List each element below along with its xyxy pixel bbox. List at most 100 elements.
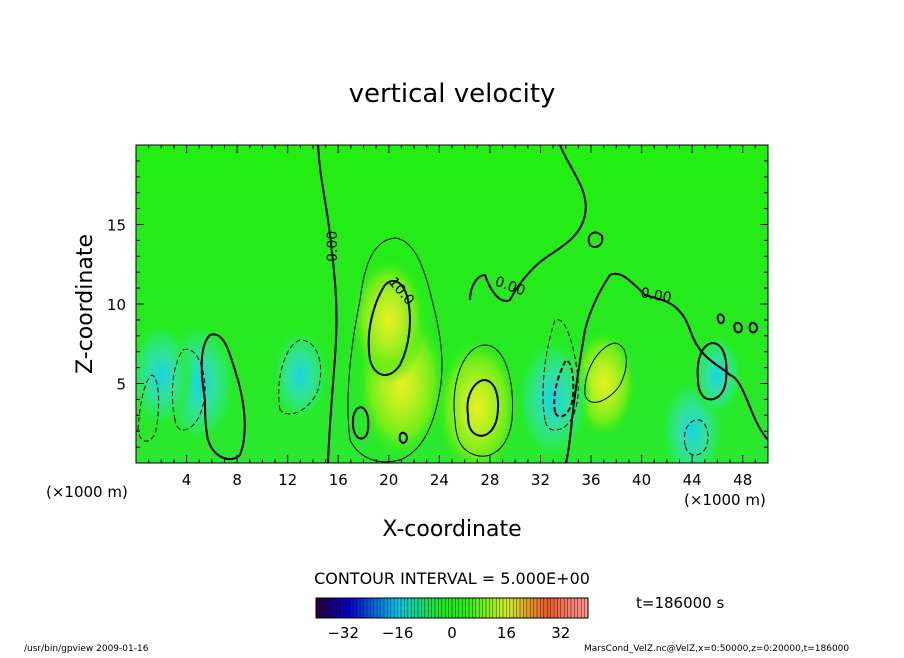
x-tick-label: 12 [278, 471, 297, 489]
colorbar-cell [571, 598, 575, 618]
colorbar-cell [557, 598, 562, 618]
x-tick-label: 28 [480, 471, 499, 489]
closed-contour-46 [696, 341, 728, 401]
x-tick-label: 4 [182, 471, 192, 489]
colorbar-cell [356, 598, 361, 618]
colorbar-cell [380, 598, 385, 618]
contour-lines [137, 145, 768, 463]
colorbar-cell [482, 598, 487, 618]
chart-title: vertical velocity [349, 79, 556, 109]
negative-contour-2 [137, 374, 160, 442]
x-tick-label: 40 [632, 471, 651, 489]
colorbar-cell [496, 598, 501, 618]
colorbar-cell [401, 598, 405, 618]
colorbar-cell [550, 598, 555, 618]
x-tick-label: 32 [531, 471, 550, 489]
plot-area: 0.00 10.0 0.00 0.00 [136, 145, 768, 463]
colorbar-cell [509, 598, 514, 618]
colorbar-cell [520, 598, 524, 618]
contour-label: 0.00 [325, 231, 341, 262]
colorbar-cell [465, 598, 470, 618]
colorbar-tick-label: −16 [382, 624, 414, 642]
colorbar-cell [428, 598, 433, 618]
x-unit-label-right: (×1000 m) [684, 491, 766, 509]
x-unit-label-left: (×1000 m) [46, 483, 128, 501]
positive-contour-28-inner [466, 378, 500, 437]
colorbar-cell [499, 598, 504, 618]
colorbar-cell [452, 598, 456, 618]
colorbar-cell [577, 598, 582, 618]
colorbar-cell [390, 598, 395, 618]
small-contour-4 [716, 313, 726, 325]
colorbar-cell [346, 598, 351, 618]
colorbar-cell [384, 598, 388, 618]
colorbar-cell [513, 598, 518, 618]
colorbar-cell [421, 598, 426, 618]
colorbar-cell [533, 598, 538, 618]
positive-contour-28 [453, 344, 514, 457]
colorbar-cell [431, 598, 436, 618]
colorbar-cell [554, 598, 558, 618]
colorbar-cell [404, 598, 409, 618]
colorbar-cell [377, 598, 382, 618]
colorbar-cell [547, 598, 552, 618]
colorbar-tick-label: 32 [551, 624, 570, 642]
colorbar-cell [472, 598, 477, 618]
small-contour-1 [587, 231, 604, 248]
colorbar-cell [537, 598, 541, 618]
x-tick-label: 44 [683, 471, 702, 489]
colorbar-cell [329, 598, 334, 618]
colorbar-cell [516, 598, 521, 618]
zero-contour-right [565, 272, 768, 463]
colorbar-cell [506, 598, 511, 618]
negative-contour-33-inner [553, 358, 575, 418]
x-tick-label: 36 [581, 471, 600, 489]
colorbar-tick-label: −32 [327, 624, 359, 642]
y-tick-label: 15 [107, 217, 126, 235]
negative-feature-9 [691, 333, 743, 419]
colorbar-tick-label: 0 [447, 624, 457, 642]
colorbar-cell [567, 598, 572, 618]
colorbar-ticks: −32 −16 0 16 32 [327, 624, 570, 642]
positive-contour-18 [351, 406, 370, 440]
time-text: t=186000 s [636, 594, 724, 612]
colorbar-cell [441, 598, 446, 618]
colorbar-cell [462, 598, 467, 618]
colorbar [315, 598, 589, 618]
contour-label: 0.00 [639, 285, 672, 306]
negative-feature-7 [515, 335, 592, 463]
colorbar-cell [523, 598, 528, 618]
colorbar-cell [407, 598, 412, 618]
y-axis-ticks: 5 10 15 [107, 160, 768, 448]
colorbar-cell [526, 598, 531, 618]
small-contour-2 [733, 321, 744, 334]
x-axis-label: X-coordinate [382, 517, 521, 542]
colorbar-cell [411, 598, 416, 618]
colorbar-cell [363, 598, 368, 618]
colorbar-cell [367, 598, 371, 618]
colorbar-cell [503, 598, 507, 618]
x-tick-label: 8 [232, 471, 242, 489]
negative-feature-6 [271, 327, 330, 425]
colorbar-cell [543, 598, 548, 618]
colorbar-cell [581, 598, 586, 618]
colorbar-cell [339, 598, 344, 618]
small-contour-3 [748, 321, 759, 334]
colorbar-tick-label: 16 [497, 624, 516, 642]
colorbar-cell [360, 598, 365, 618]
x-tick-label: 48 [733, 471, 752, 489]
footer-left: /usr/bin/gpview 2009-01-16 [24, 644, 149, 654]
colorbar-cell [438, 598, 443, 618]
positive-contour-38 [584, 342, 627, 403]
colorbar-cell [560, 598, 565, 618]
small-contour-5 [398, 431, 409, 444]
colorbar-cell [492, 598, 497, 618]
colorbar-cell [336, 598, 341, 618]
colorbar-cell [469, 598, 473, 618]
colorbar-cell [530, 598, 535, 618]
positive-contour-center [347, 237, 443, 463]
colorbar-cell [584, 598, 589, 618]
colorbar-cell [387, 598, 392, 618]
zero-contour-top [469, 145, 587, 302]
zero-contour-left [317, 145, 338, 463]
